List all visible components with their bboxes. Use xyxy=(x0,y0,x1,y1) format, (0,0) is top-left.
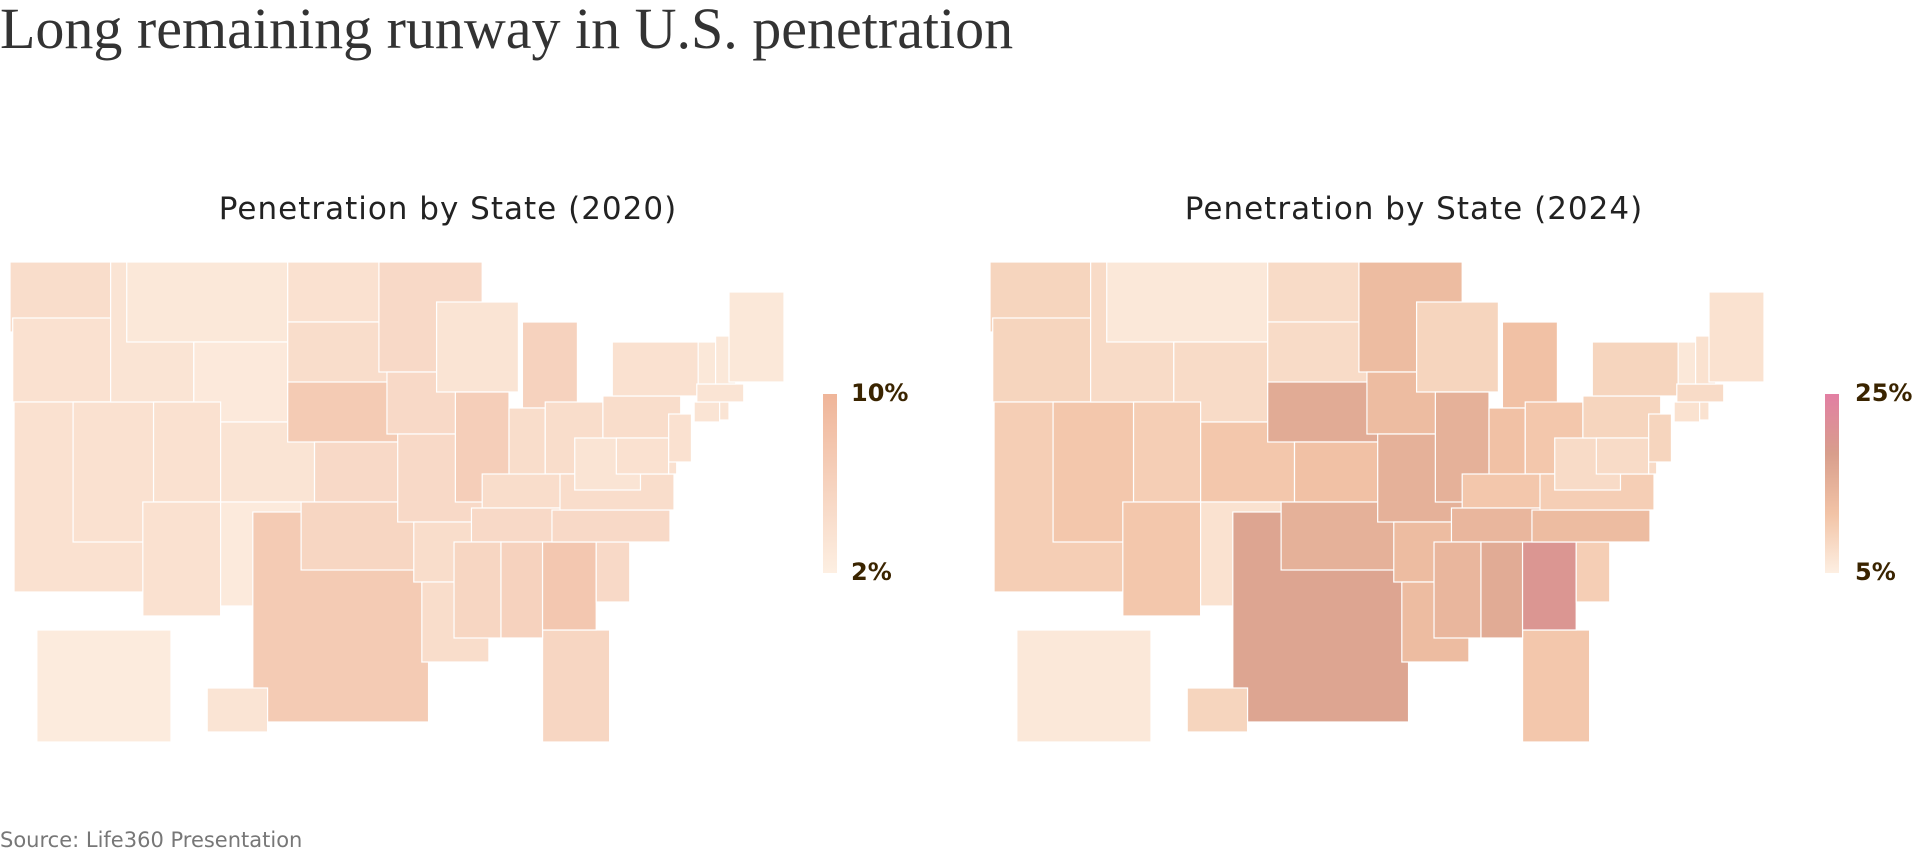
map: Penetration by State (2024) 25% 5% xyxy=(989,191,1912,743)
colorbar xyxy=(823,394,837,573)
state xyxy=(1501,321,1559,409)
state xyxy=(668,413,693,463)
state xyxy=(1673,401,1701,423)
state xyxy=(1433,541,1482,639)
state xyxy=(1488,407,1526,487)
state xyxy=(551,509,671,543)
colorbar-label: 5% xyxy=(1855,558,1896,586)
state xyxy=(615,437,670,475)
state xyxy=(1122,501,1202,617)
state xyxy=(1531,509,1651,543)
state xyxy=(287,381,405,443)
state xyxy=(696,383,745,403)
state xyxy=(12,317,121,403)
state xyxy=(1106,261,1269,343)
state xyxy=(1521,629,1591,743)
state xyxy=(1052,401,1135,543)
state xyxy=(1016,629,1152,743)
colorbar-label: 25% xyxy=(1855,379,1912,407)
state xyxy=(1582,395,1662,439)
state xyxy=(541,541,597,631)
state xyxy=(541,629,611,743)
state xyxy=(697,341,717,385)
state xyxy=(152,401,222,503)
state xyxy=(728,291,785,383)
state xyxy=(126,261,289,343)
state xyxy=(693,401,721,423)
state xyxy=(500,541,544,639)
state xyxy=(1132,401,1202,503)
state xyxy=(435,301,520,393)
state xyxy=(1415,301,1500,393)
state xyxy=(287,261,388,323)
source: Source: Life360 Presentation xyxy=(0,828,302,852)
colorbar-label: 10% xyxy=(851,379,908,407)
state xyxy=(1676,383,1725,403)
state xyxy=(1677,341,1697,385)
state xyxy=(521,321,579,409)
state xyxy=(1267,261,1368,323)
state xyxy=(206,687,269,733)
colorbar-label: 2% xyxy=(851,558,892,586)
state xyxy=(1186,687,1249,733)
state xyxy=(72,401,155,543)
state xyxy=(1648,413,1673,463)
state xyxy=(1708,291,1765,383)
state xyxy=(1575,541,1611,603)
state xyxy=(453,541,502,639)
map-title: Penetration by State (2024) xyxy=(1185,191,1643,227)
state xyxy=(1699,401,1710,421)
state xyxy=(142,501,222,617)
map-title: Penetration by State (2020) xyxy=(219,191,677,227)
state xyxy=(719,401,730,421)
state xyxy=(36,629,172,743)
state xyxy=(1267,321,1369,393)
state xyxy=(1480,541,1524,639)
state xyxy=(992,317,1101,403)
state xyxy=(508,407,546,487)
state xyxy=(1595,437,1650,475)
state xyxy=(1267,381,1385,443)
page-title: Long remaining runway in U.S. penetratio… xyxy=(0,0,1013,61)
colorbar xyxy=(1825,394,1839,573)
map: Penetration by State (2020) 10% 2% xyxy=(9,191,908,743)
state xyxy=(595,541,631,603)
state xyxy=(1521,541,1577,631)
